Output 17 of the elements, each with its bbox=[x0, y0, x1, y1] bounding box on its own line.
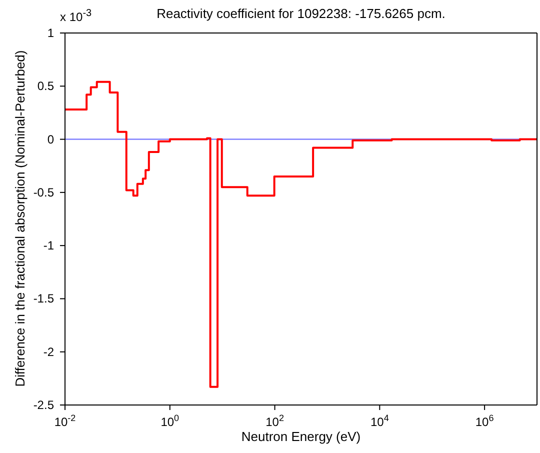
x-tick-label: 10$^{0}$ bbox=[160, 413, 180, 429]
text: x 10$^{-3}$ bbox=[60, 8, 92, 24]
y-tick-label: -0.5 bbox=[33, 185, 54, 200]
y-tick-label: 0.5 bbox=[37, 79, 54, 94]
x-tick-label: 10$^{2}$ bbox=[266, 413, 284, 429]
y-tick-label: -2.5 bbox=[33, 398, 54, 412]
x-tick-label: 10$^{4}$ bbox=[370, 413, 389, 429]
y-tick-label: 0 bbox=[47, 132, 54, 146]
y-tick-label: -1 bbox=[43, 238, 54, 253]
x-axis-title: Neutron Energy (eV) bbox=[240, 429, 362, 444]
x-tick-label: 10$^{-2}$ bbox=[54, 413, 76, 429]
x-tick-label: 10$^{6}$ bbox=[475, 413, 494, 429]
y-axis-title: Difference in the fractional absorption (Nominal-Perturbed) bbox=[12, 49, 28, 389]
y-tick-label: 1 bbox=[47, 26, 54, 40]
chart-title: Reactivity coefficient for 1092238: -175.6265 pcm. bbox=[156, 6, 446, 21]
y-tick-label: -2 bbox=[43, 344, 54, 359]
y-tick-label: -1.5 bbox=[33, 292, 54, 306]
